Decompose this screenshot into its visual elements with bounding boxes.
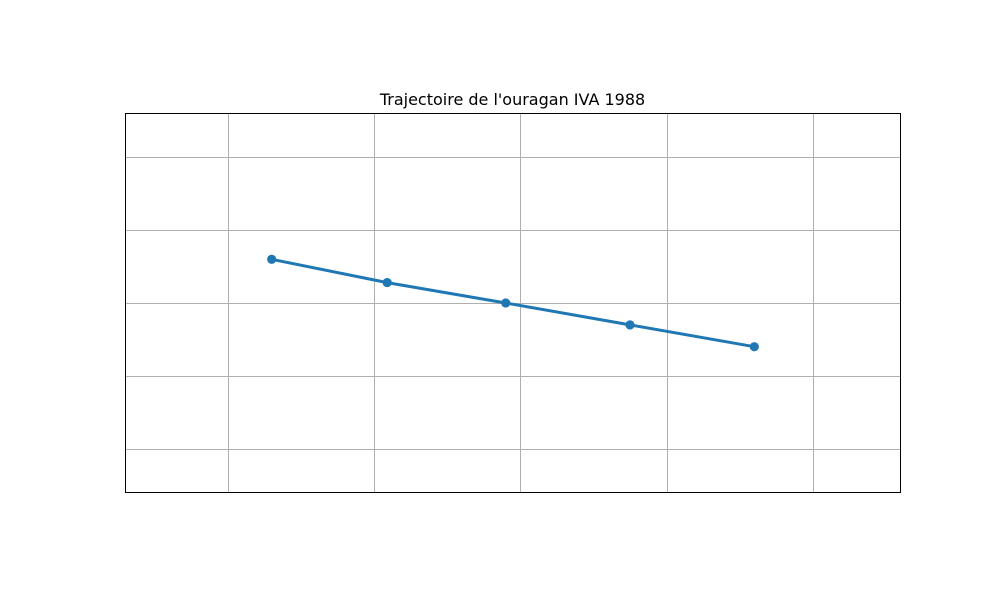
data-point-11: [501, 298, 511, 308]
axes-frame: [125, 113, 901, 493]
data-point-9: [267, 254, 277, 264]
grid: [125, 113, 901, 493]
plot-series: [267, 254, 759, 352]
chart-title: Trajectoire de l'ouragan IVA 1988: [379, 90, 645, 109]
data-point-10: [382, 278, 392, 288]
data-point-12: [625, 320, 635, 330]
data-point-13: [749, 342, 759, 352]
